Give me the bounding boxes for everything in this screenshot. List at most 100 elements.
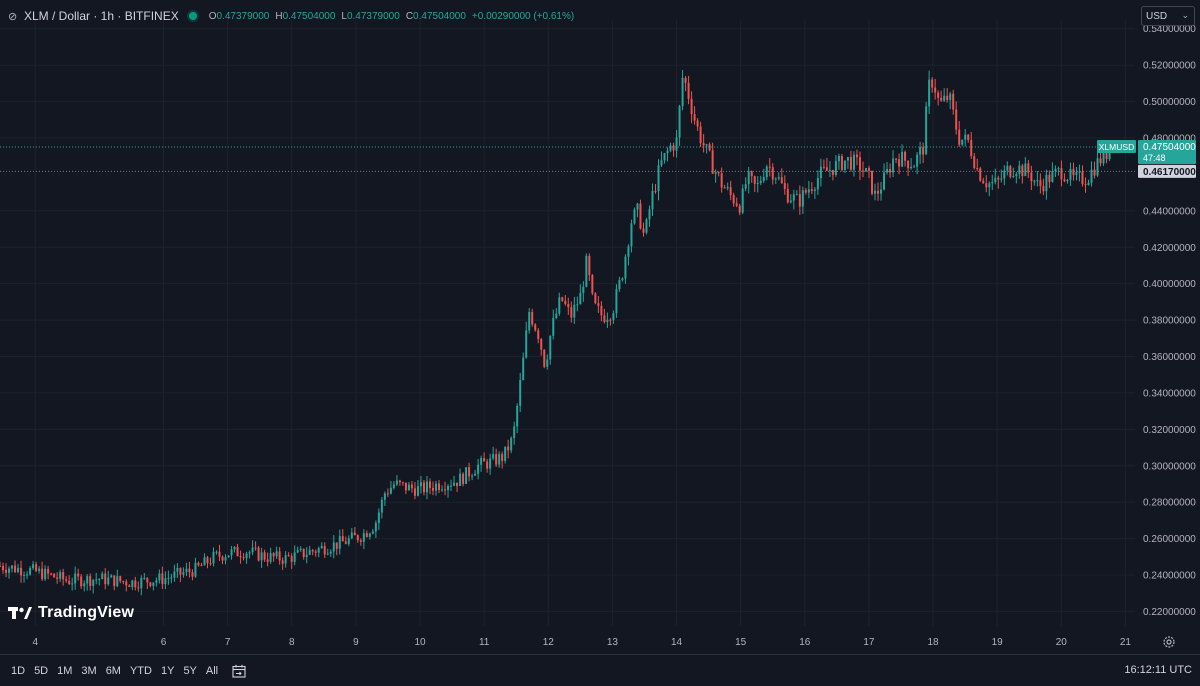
candle-body: [383, 493, 386, 500]
candle-body: [855, 154, 858, 158]
candle-body: [546, 359, 549, 367]
candle: [200, 562, 203, 567]
range-ytd-button[interactable]: YTD: [129, 664, 152, 677]
candle: [356, 534, 359, 543]
range-all-button[interactable]: All: [205, 664, 219, 677]
candle-body: [104, 573, 107, 585]
candle-body: [774, 178, 777, 180]
candle-body: [74, 573, 77, 584]
candle: [167, 570, 170, 585]
candle-body: [765, 166, 768, 178]
candle-body: [549, 335, 552, 360]
price-tick-label: 0.24000000: [1143, 571, 1196, 582]
candle-body: [639, 203, 642, 229]
candle-body: [1105, 148, 1108, 160]
candle: [937, 90, 940, 106]
candle-body: [678, 106, 681, 138]
calendar-icon[interactable]: [232, 664, 246, 678]
range-5y-button[interactable]: 5Y: [183, 664, 197, 677]
tradingview-logo[interactable]: TradingView: [8, 604, 134, 622]
collapse-icon[interactable]: ⊘: [8, 10, 18, 23]
candle: [678, 104, 681, 146]
candle: [831, 169, 834, 181]
candle: [338, 529, 341, 555]
candle: [281, 557, 284, 570]
candle-body: [221, 556, 224, 561]
candle-body: [107, 577, 110, 585]
candle: [552, 309, 555, 340]
candle: [672, 142, 675, 157]
candle: [867, 165, 870, 178]
candle-body: [362, 533, 365, 542]
candle-body: [1099, 158, 1102, 164]
candle-body: [194, 562, 197, 577]
candle-body: [224, 557, 227, 561]
candle: [164, 571, 167, 590]
candle-body: [287, 555, 290, 557]
candle: [146, 577, 149, 590]
candle: [507, 439, 510, 459]
candle-body: [858, 157, 861, 171]
candle: [254, 541, 257, 551]
candle-body: [50, 573, 53, 575]
range-1d-button[interactable]: 1D: [11, 664, 26, 677]
price-chart[interactable]: 0.54000000 0.52000000 0.50000000 0.48000000…: [0, 0, 1200, 654]
candle-body: [528, 311, 531, 331]
candle-body: [861, 170, 864, 172]
candle-body: [1102, 148, 1105, 164]
candle: [519, 372, 522, 413]
utc-clock[interactable]: 16:12:11 UTC: [1124, 664, 1192, 676]
candle: [852, 151, 855, 177]
candle: [92, 579, 95, 594]
candle-body: [928, 79, 931, 107]
candle-body: [609, 319, 612, 321]
candle: [958, 121, 961, 147]
candle-body: [23, 574, 26, 576]
candle-body: [2, 566, 5, 570]
range-5d-button[interactable]: 5D: [34, 664, 49, 677]
candle-body: [633, 209, 636, 224]
ref-price-label: 0.46170000: [1143, 167, 1196, 178]
symbol-title[interactable]: XLM / Dollar · 1h · BITFINEX: [24, 9, 179, 23]
candle: [1003, 165, 1006, 186]
price-tick-label: 0.50000000: [1143, 97, 1196, 108]
candle-body: [898, 159, 901, 167]
candle: [465, 467, 468, 485]
range-3m-button[interactable]: 3M: [81, 664, 97, 677]
candle-body: [657, 165, 660, 192]
candle: [1096, 152, 1099, 177]
candle-body: [910, 166, 913, 169]
candle-body: [188, 568, 191, 573]
candle: [675, 130, 678, 158]
candle-body: [377, 512, 380, 523]
candle: [131, 579, 134, 591]
candle-body: [98, 579, 101, 581]
candle-body: [146, 577, 149, 583]
candle-body: [122, 581, 125, 583]
currency-select[interactable]: USD ⌄: [1141, 6, 1195, 26]
candle-body: [89, 576, 92, 586]
candle-body: [892, 158, 895, 173]
range-6m-button[interactable]: 6M: [105, 664, 121, 677]
open-label: O: [208, 10, 217, 22]
candle-body: [798, 194, 801, 207]
candle-body: [840, 156, 843, 170]
candle: [441, 485, 444, 492]
candle-body: [837, 156, 840, 162]
candle-body: [591, 274, 594, 294]
candle-body: [726, 187, 729, 189]
range-1y-button[interactable]: 1Y: [160, 664, 175, 677]
range-1m-button[interactable]: 1M: [57, 664, 73, 677]
candle: [516, 403, 519, 434]
gear-icon[interactable]: [1162, 635, 1176, 649]
candle-body: [416, 486, 419, 496]
price-tick-label: 0.26000000: [1143, 534, 1196, 545]
market-status-icon[interactable]: [188, 12, 197, 20]
candle: [877, 182, 880, 201]
candle-body: [711, 150, 714, 174]
candle: [648, 205, 651, 227]
candle-body: [392, 484, 395, 488]
candle-body: [756, 183, 759, 185]
candle-body: [624, 256, 627, 279]
candle: [786, 183, 789, 204]
